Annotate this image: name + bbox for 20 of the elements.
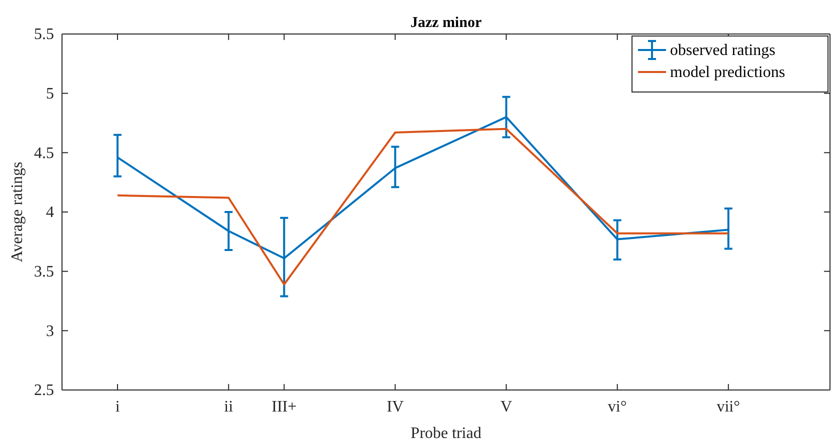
y-axis-title: Average ratings [9,162,26,262]
chart-title: Jazz minor [410,15,482,31]
y-tick-label: 3.5 [34,263,54,280]
line-series [116,128,730,286]
x-tick-label: ii [224,398,234,416]
legend-label: model predictions [670,64,786,81]
x-tick-label: IV [386,398,404,416]
x-tick-label: i [115,398,120,416]
x-tick-label: vi° [608,398,627,416]
y-tick-label: 4.5 [34,144,54,162]
y-tick-label: 2.5 [34,382,54,400]
x-axis-title: Probe triad [410,425,482,442]
legend-label: observed ratings [670,42,776,59]
y-tick-label: 4 [46,204,54,222]
x-tick-label: III+ [272,398,297,416]
x-tick-label: V [500,398,512,416]
x-tick-label: vii° [716,398,740,416]
y-tick-label: 5.5 [34,26,54,44]
y-tick-label: 3 [46,322,54,340]
y-tick-label: 5 [46,85,54,102]
